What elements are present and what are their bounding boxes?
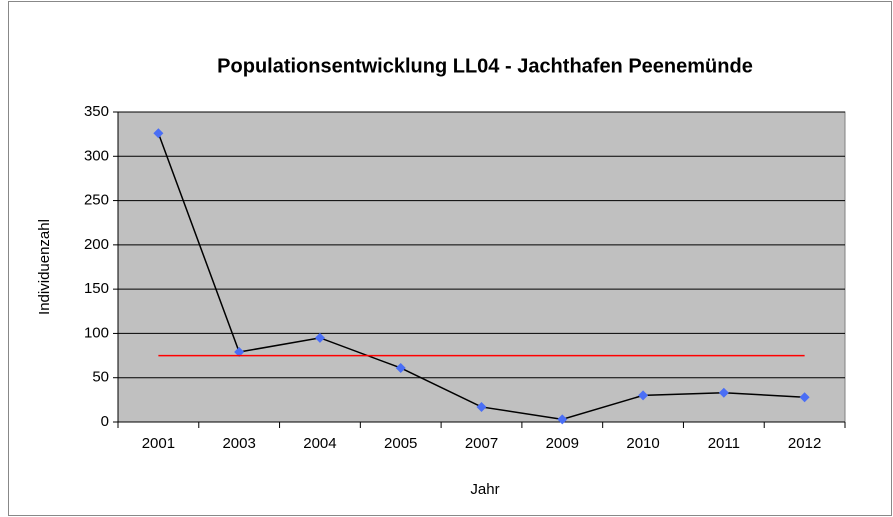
- x-tick-label: 2011: [708, 435, 740, 452]
- data-marker: [718, 387, 729, 398]
- y-tick-label: 0: [101, 413, 109, 430]
- x-tick-label: 2009: [546, 435, 579, 452]
- data-marker: [799, 392, 810, 403]
- y-tick-label: 350: [84, 103, 109, 120]
- x-tick-label: 2010: [626, 435, 659, 452]
- data-marker: [153, 128, 164, 139]
- plot-area: [117, 111, 846, 423]
- data-marker: [476, 401, 487, 412]
- data-marker: [395, 362, 406, 373]
- data-marker: [557, 414, 568, 425]
- y-tick-label: 250: [84, 192, 109, 209]
- x-tick-label: 2003: [222, 435, 255, 452]
- data-marker: [638, 390, 649, 401]
- data-marker: [314, 332, 325, 343]
- y-tick-label: 300: [84, 147, 109, 164]
- x-tick-label: 2001: [142, 435, 175, 452]
- x-tick-label: 2012: [788, 435, 821, 452]
- x-axis-label: Jahr: [470, 481, 499, 498]
- y-tick-label: 50: [92, 369, 109, 386]
- data-marker: [234, 347, 245, 358]
- x-tick-label: 2007: [465, 435, 498, 452]
- x-tick-label: 2004: [303, 435, 336, 452]
- chart-title: Populationsentwicklung LL04 - Jachthafen…: [217, 55, 753, 77]
- y-tick-label: 150: [84, 280, 109, 297]
- x-tick-label: 2005: [384, 435, 417, 452]
- y-tick-label: 200: [84, 236, 109, 253]
- y-axis-label: Individuenzahl: [36, 219, 53, 315]
- y-tick-label: 100: [84, 324, 109, 341]
